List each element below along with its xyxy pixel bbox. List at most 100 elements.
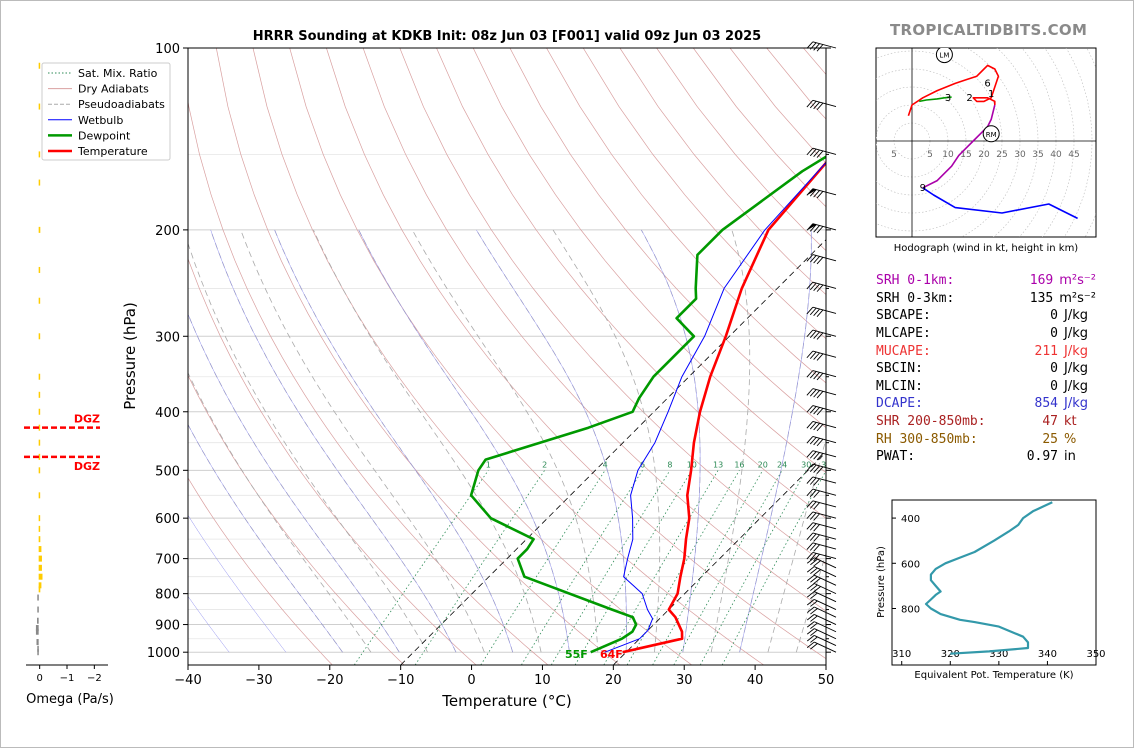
x-tick-label: 20 (605, 673, 622, 688)
omega-bar (36, 639, 39, 646)
omega-bar (38, 546, 42, 553)
mixing-ratio-label: 13 (713, 460, 723, 469)
hodograph-caption: Hodograph (wind in kt, height in km) (894, 243, 1079, 254)
pseudoadiabat (188, 423, 343, 653)
omega-bar (38, 266, 41, 273)
y-tick-label: 1000 (147, 646, 180, 661)
wind-barb (806, 566, 837, 578)
hodograph-trace (919, 96, 952, 103)
omega-bar (37, 606, 39, 613)
mixing-ratio-line (550, 470, 671, 665)
stat-row-shr: SHR 200-850mb: 47 kt (876, 413, 1096, 431)
wind-barb (806, 223, 837, 234)
wind-barb (806, 583, 837, 595)
legend-label-pseudoadiabat: Pseudoadiabats (78, 98, 165, 111)
wind-barb (806, 405, 837, 416)
mixing-ratio-label: 30 (801, 460, 811, 469)
wind-barb (806, 557, 837, 569)
surface-dewpoint-label: 55F (565, 648, 588, 661)
stat-unit: J/kg (1064, 326, 1088, 342)
y-tick-label: 800 (155, 588, 180, 603)
stat-value: 0 (1050, 308, 1058, 324)
legend-label-wetbulb: Wetbulb (78, 114, 123, 127)
storm-motion-marker (982, 125, 1000, 143)
y-tick-label: 100 (155, 42, 180, 57)
wind-barb (806, 614, 837, 625)
hodograph-height-label: 6 (984, 78, 990, 89)
omega-bar (38, 453, 41, 460)
legend-label-dewpoint: Dewpoint (78, 129, 131, 142)
pseudoadiabat (475, 229, 627, 653)
omega-bar (38, 297, 41, 304)
theta-e-x-tick-label: 320 (941, 649, 960, 660)
mixing-ratio-label: 24 (777, 460, 787, 469)
stat-label: SHR 200-850mb: (876, 414, 986, 430)
pseudoadiabat (411, 229, 599, 653)
pseudoadiabat (188, 371, 372, 653)
wetbulb-reference (641, 229, 701, 653)
wind-barb (806, 41, 837, 52)
wind-barb (806, 591, 837, 603)
wind-barb (806, 488, 837, 498)
pseudoadiabat (188, 313, 400, 653)
wetbulb-reference (188, 313, 400, 653)
wetbulb-reference (358, 229, 570, 653)
wind-barb (806, 522, 837, 532)
pseudoadiabat (552, 229, 661, 653)
wind-barb (806, 500, 837, 510)
mixing-ratio-label: 16 (734, 460, 744, 469)
omega-bar (37, 649, 39, 656)
omega-bar (38, 586, 41, 593)
stat-unit: m²s⁻² (1059, 273, 1096, 289)
theta-e-x-tick-label: 330 (989, 649, 1008, 660)
stat-unit: in (1064, 449, 1076, 465)
stat-unit: J/kg (1064, 308, 1088, 324)
theta-e-line (924, 501, 1053, 655)
surface-temperature-label: 64F (600, 648, 623, 661)
wind-barb (806, 350, 837, 361)
stat-unit: kt (1064, 414, 1077, 430)
dry-adiabat (399, 48, 826, 565)
storm-motion-label: RM (986, 131, 997, 139)
stat-value: 0 (1050, 326, 1058, 342)
chart-title: HRRR Sounding at KDKB Init: 08z Jun 03 [… (253, 29, 761, 44)
y-tick-label: 500 (155, 464, 180, 479)
wetbulb-reference (188, 514, 287, 653)
omega-bar (38, 373, 41, 380)
wind-barb (806, 628, 837, 640)
omega-bar (38, 582, 42, 589)
omega-tick-label: −1 (60, 673, 75, 684)
wind-barb (806, 641, 837, 653)
x-tick-label: 30 (676, 673, 693, 688)
omega-axis-label: Omega (Pa/s) (26, 692, 114, 707)
theta-e-y-axis-label: Pressure (hPa) (876, 546, 887, 618)
dry-adiabat (215, 48, 621, 665)
stat-label: SBCAPE: (876, 308, 931, 324)
omega-tick-label: −2 (87, 673, 102, 684)
mixing-ratio-label: 4 (603, 460, 608, 469)
stat-unit: J/kg (1064, 396, 1088, 412)
x-tick-label: 50 (818, 673, 835, 688)
omega-bar (38, 408, 41, 415)
storm-motion-marker (935, 48, 953, 64)
dgz-label: DGZ (74, 460, 100, 473)
dgz-label: DGZ (74, 413, 100, 426)
wind-barb (806, 306, 837, 317)
sounding-parameters: SRH 0-1km: 169 m²s⁻² SRH 0-3km: 135 m²s⁻² SBCA… (876, 272, 1096, 466)
omega-bar (38, 492, 41, 499)
omega-bar (38, 179, 41, 186)
wind-barb (806, 511, 837, 521)
x-tick-label: −30 (245, 673, 272, 688)
y-tick-label: 900 (155, 619, 180, 634)
stat-label: MLCIN: (876, 378, 923, 394)
brand-watermark: TROPICALTIDBITS.COM (890, 21, 1088, 39)
stat-value: 47 (1042, 414, 1058, 430)
wind-barb (806, 329, 837, 340)
y-tick-label: 600 (155, 512, 180, 527)
stat-row-pwat: PWAT: 0.97 in (876, 448, 1096, 466)
wind-barb (806, 281, 837, 292)
stat-row-mlcape: MLCAPE: 0 J/kg (876, 325, 1096, 343)
wind-barb (806, 436, 837, 447)
stat-row-sbcin: SBCIN: 0 J/kg (876, 360, 1096, 378)
omega-bar (38, 525, 41, 532)
